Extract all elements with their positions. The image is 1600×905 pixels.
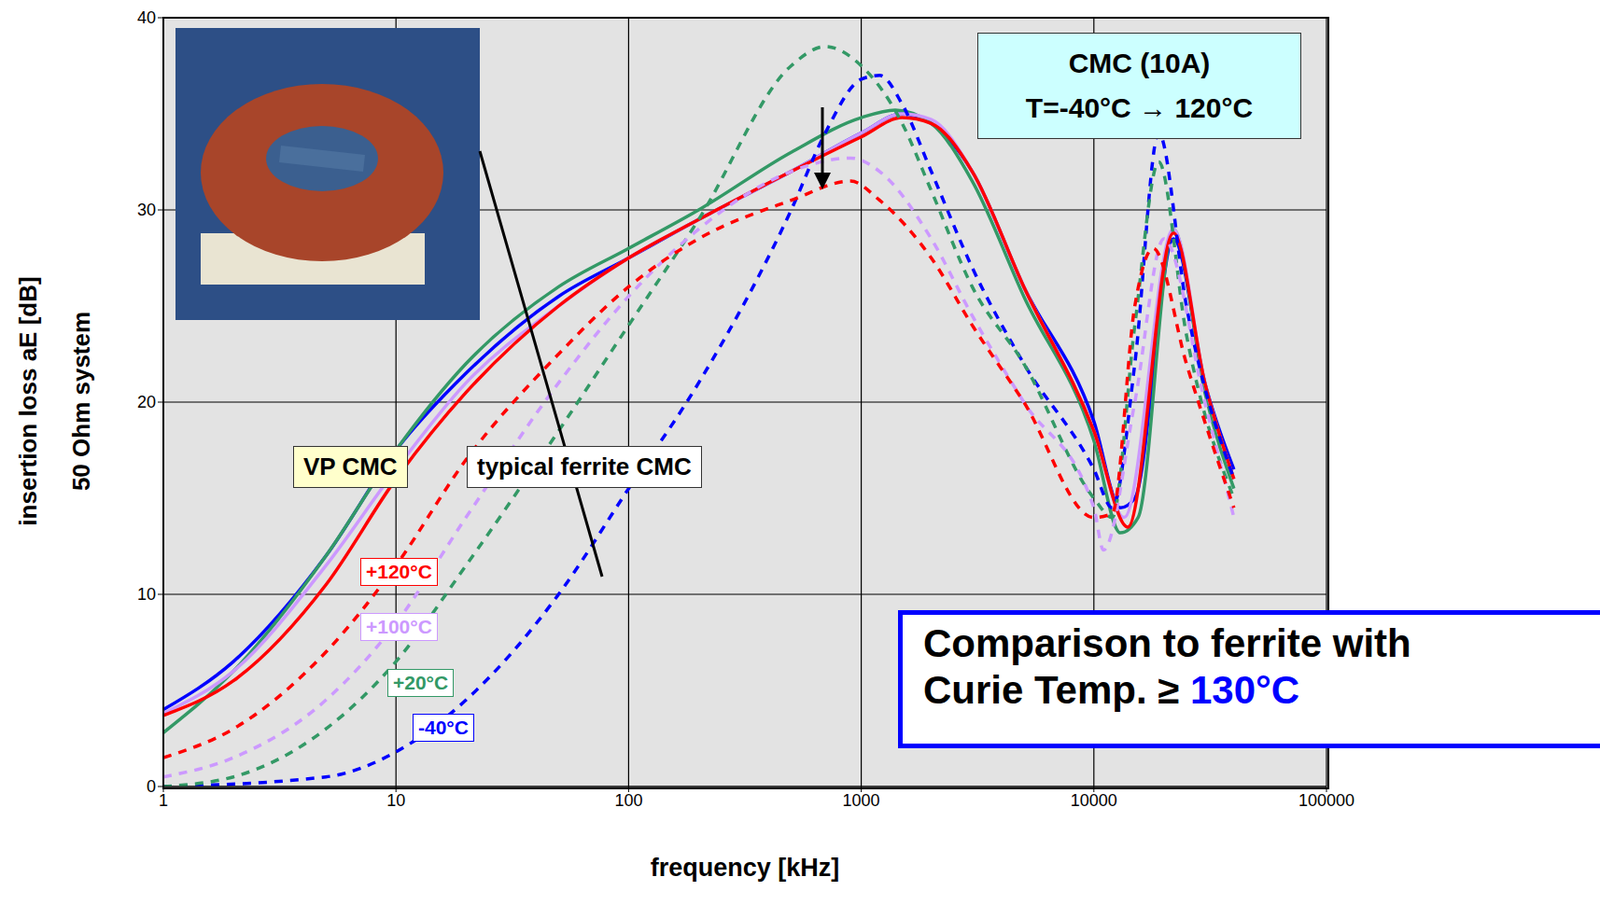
html-text:T=-40°C → 120°C: T=-40°C → 120°C xyxy=(1025,92,1253,124)
html-text:Curie Temp. ≥ 130°C: Curie Temp. ≥ 130°C xyxy=(923,668,1300,713)
svg-text:1: 1 xyxy=(158,791,169,811)
svg-text:30: 30 xyxy=(137,200,156,220)
svg-text:0: 0 xyxy=(146,777,156,797)
svg-text:10: 10 xyxy=(137,585,156,604)
html-text:-40°C: -40°C xyxy=(418,716,469,739)
svg-text:20: 20 xyxy=(137,392,156,412)
svg-text:10000: 10000 xyxy=(1070,791,1118,811)
svg-text:10: 10 xyxy=(386,791,406,811)
svg-text:100000: 100000 xyxy=(1298,791,1355,811)
html-text:frequency [kHz]: frequency [kHz] xyxy=(650,853,840,882)
html-text:50 Ohm system: 50 Ohm system xyxy=(66,311,95,492)
html-text:VP CMC: VP CMC xyxy=(303,452,398,481)
html-text:typical ferrite CMC: typical ferrite CMC xyxy=(477,452,692,481)
svg-text:40: 40 xyxy=(137,8,156,28)
html-text:insertion loss aE [dB]: insertion loss aE [dB] xyxy=(13,276,42,527)
html-text:+100°C: +100°C xyxy=(365,616,433,638)
html-text:CMC (10A): CMC (10A) xyxy=(1068,47,1211,79)
html-text:Comparison to ferrite with: Comparison to ferrite with xyxy=(923,621,1412,666)
html-text:+120°C: +120°C xyxy=(365,561,433,583)
svg-text:1000: 1000 xyxy=(842,791,881,811)
svg-text:100: 100 xyxy=(614,791,643,811)
html-text:+20°C: +20°C xyxy=(392,672,449,694)
